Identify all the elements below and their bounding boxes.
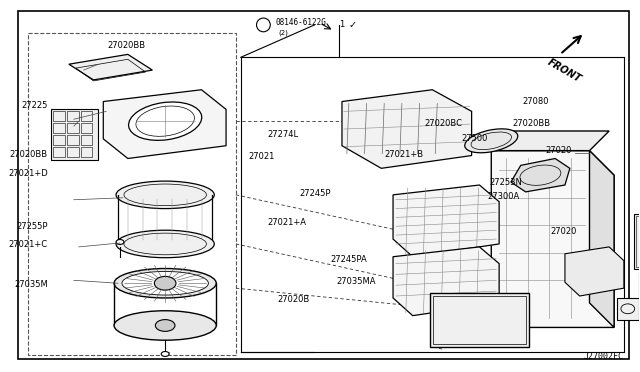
Bar [430,293,529,347]
Ellipse shape [154,276,176,290]
Bar [433,296,525,344]
Ellipse shape [156,320,175,331]
Bar [81,111,92,121]
Bar [53,135,65,145]
Bar [639,273,640,301]
Bar [53,111,65,121]
Text: 27021+A: 27021+A [268,218,307,227]
Ellipse shape [114,269,216,298]
Bar [51,109,99,160]
Text: 27020BC: 27020BC [425,119,463,128]
Text: 27021+C: 27021+C [8,240,48,249]
Polygon shape [492,131,609,151]
Text: 27035MA: 27035MA [337,276,376,285]
Text: 27274L: 27274L [268,130,299,140]
Text: 27245PA: 27245PA [331,254,367,264]
Bar [67,147,79,157]
Polygon shape [69,54,152,80]
Bar [81,135,92,145]
Polygon shape [589,151,614,327]
Text: (2): (2) [278,29,288,36]
Ellipse shape [116,240,124,244]
Text: 27080: 27080 [522,97,549,106]
Polygon shape [103,90,226,158]
Text: 27245P: 27245P [299,189,331,198]
Bar [28,33,236,355]
Text: 08146-6122G: 08146-6122G [275,19,326,28]
Ellipse shape [114,311,216,340]
Bar [53,147,65,157]
Ellipse shape [129,102,202,140]
Ellipse shape [116,230,214,258]
Bar [67,135,79,145]
Text: 1: 1 [339,20,344,29]
Text: 27020BB: 27020BB [10,150,48,160]
Bar [53,123,65,133]
Text: 27300A: 27300A [488,192,520,202]
Bar [81,123,92,133]
Polygon shape [511,158,570,192]
Text: 27255P: 27255P [16,222,48,231]
Text: 27225: 27225 [21,101,48,110]
Bar [81,147,92,157]
Ellipse shape [465,129,518,153]
Text: 27020BB: 27020BB [108,41,145,50]
Polygon shape [342,90,472,168]
Polygon shape [393,247,499,316]
Text: 27020B: 27020B [277,295,309,304]
Text: J27002FC: J27002FC [584,352,624,362]
Text: 27020: 27020 [545,146,572,155]
Bar [634,215,640,269]
Text: 27020BB: 27020BB [513,119,551,128]
Text: ✓: ✓ [349,20,357,30]
Text: 27021+D: 27021+D [8,169,48,178]
Bar [67,111,79,121]
Polygon shape [393,185,499,257]
Ellipse shape [161,352,169,356]
Text: 27021: 27021 [249,152,275,161]
Bar [636,217,640,267]
Bar [67,123,79,133]
Text: 27021+B: 27021+B [384,150,423,160]
Text: 27035M: 27035M [14,280,48,289]
Polygon shape [565,247,624,296]
Bar [617,298,639,320]
Text: 27253N: 27253N [489,178,522,187]
Text: FRONT: FRONT [547,57,584,84]
Text: R: R [261,22,266,28]
Text: 27500: 27500 [461,134,488,143]
Circle shape [257,18,270,32]
Ellipse shape [116,181,214,209]
Text: 27020: 27020 [550,227,577,236]
Polygon shape [492,151,614,327]
Ellipse shape [122,272,209,295]
